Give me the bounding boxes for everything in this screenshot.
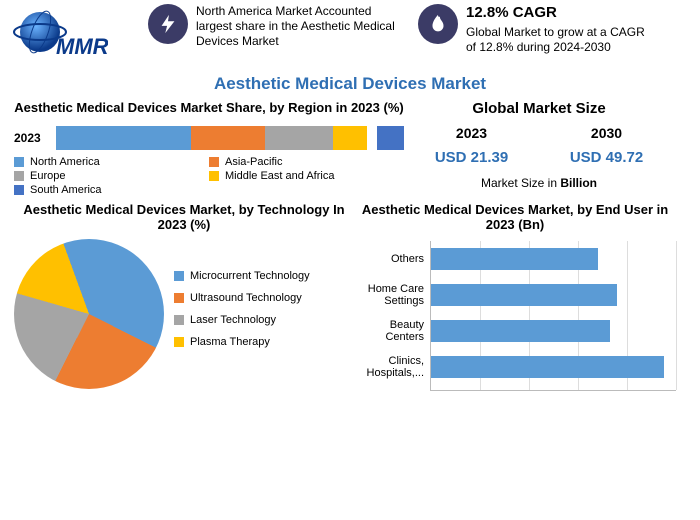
legend-item: South America: [14, 184, 209, 196]
legend-item: Asia-Pacific: [209, 156, 404, 168]
page-title: Aesthetic Medical Devices Market: [0, 74, 700, 94]
region-seg: [265, 126, 333, 150]
hbar-label: Home Care Settings: [354, 277, 424, 313]
hbar-bar: [431, 356, 664, 378]
ms-year-0: 2023: [435, 125, 508, 141]
hbar-bar: [431, 248, 598, 270]
region-share-title: Aesthetic Medical Devices Market Share, …: [14, 100, 404, 116]
cagr-headline: 12.8% CAGR: [466, 4, 658, 23]
header-row: MMR North America Market Accounted large…: [0, 0, 700, 72]
region-seg: [377, 126, 404, 150]
region-seg: [333, 126, 367, 150]
legend-item: Ultrasound Technology: [174, 292, 310, 304]
hbar-bar: [431, 284, 617, 306]
legend-item: Plasma Therapy: [174, 336, 310, 348]
technology-pie-panel: Aesthetic Medical Devices Market, by Tec…: [14, 202, 354, 391]
hbar-y-labels: OthersHome Care SettingsBeauty CentersCl…: [354, 241, 430, 391]
enduser-bar-title: Aesthetic Medical Devices Market, by End…: [354, 202, 676, 233]
flame-icon: [418, 4, 458, 44]
svg-text:MMR: MMR: [56, 34, 108, 59]
market-size-panel: Global Market Size 2023 USD 21.39 2030 U…: [404, 100, 674, 198]
mmr-logo: MMR: [8, 4, 108, 64]
market-size-title: Global Market Size: [404, 100, 674, 117]
region-seg: [56, 126, 191, 150]
enduser-bar-panel: Aesthetic Medical Devices Market, by End…: [354, 202, 676, 391]
region-legend: North AmericaAsia-PacificEuropeMiddle Ea…: [14, 156, 404, 198]
region-seg: [191, 126, 265, 150]
cagr-text: Global Market to grow at a CAGR of 12.8%…: [466, 25, 658, 55]
hbar-label: Beauty Centers: [354, 313, 424, 349]
region-stacked-bar: [56, 126, 404, 150]
fact-north-america: North America Market Accounted largest s…: [148, 4, 398, 49]
technology-pie-legend: Microcurrent Technology Ultrasound Techno…: [174, 270, 310, 358]
hbar-label: Clinics, Hospitals,...: [354, 349, 424, 385]
technology-pie-title: Aesthetic Medical Devices Market, by Tec…: [14, 202, 354, 233]
hbar-bar: [431, 320, 610, 342]
legend-item: Middle East and Africa: [209, 170, 404, 182]
technology-pie-chart: [14, 239, 164, 389]
fact-cagr: 12.8% CAGR Global Market to grow at a CA…: [418, 4, 658, 55]
region-share-panel: Aesthetic Medical Devices Market Share, …: [14, 100, 404, 198]
bolt-icon: [148, 4, 188, 44]
hbar-plot-area: [430, 241, 676, 391]
market-size-note: Market Size in Billion: [404, 176, 674, 190]
fact1-text: North America Market Accounted largest s…: [196, 4, 398, 49]
ms-val-1: USD 49.72: [570, 149, 643, 166]
legend-item: Europe: [14, 170, 209, 182]
stack-row-label: 2023: [14, 131, 56, 145]
legend-item: Laser Technology: [174, 314, 310, 326]
hbar-label: Others: [354, 241, 424, 277]
legend-item: Microcurrent Technology: [174, 270, 310, 282]
legend-item: North America: [14, 156, 209, 168]
ms-val-0: USD 21.39: [435, 149, 508, 166]
ms-year-1: 2030: [570, 125, 643, 141]
